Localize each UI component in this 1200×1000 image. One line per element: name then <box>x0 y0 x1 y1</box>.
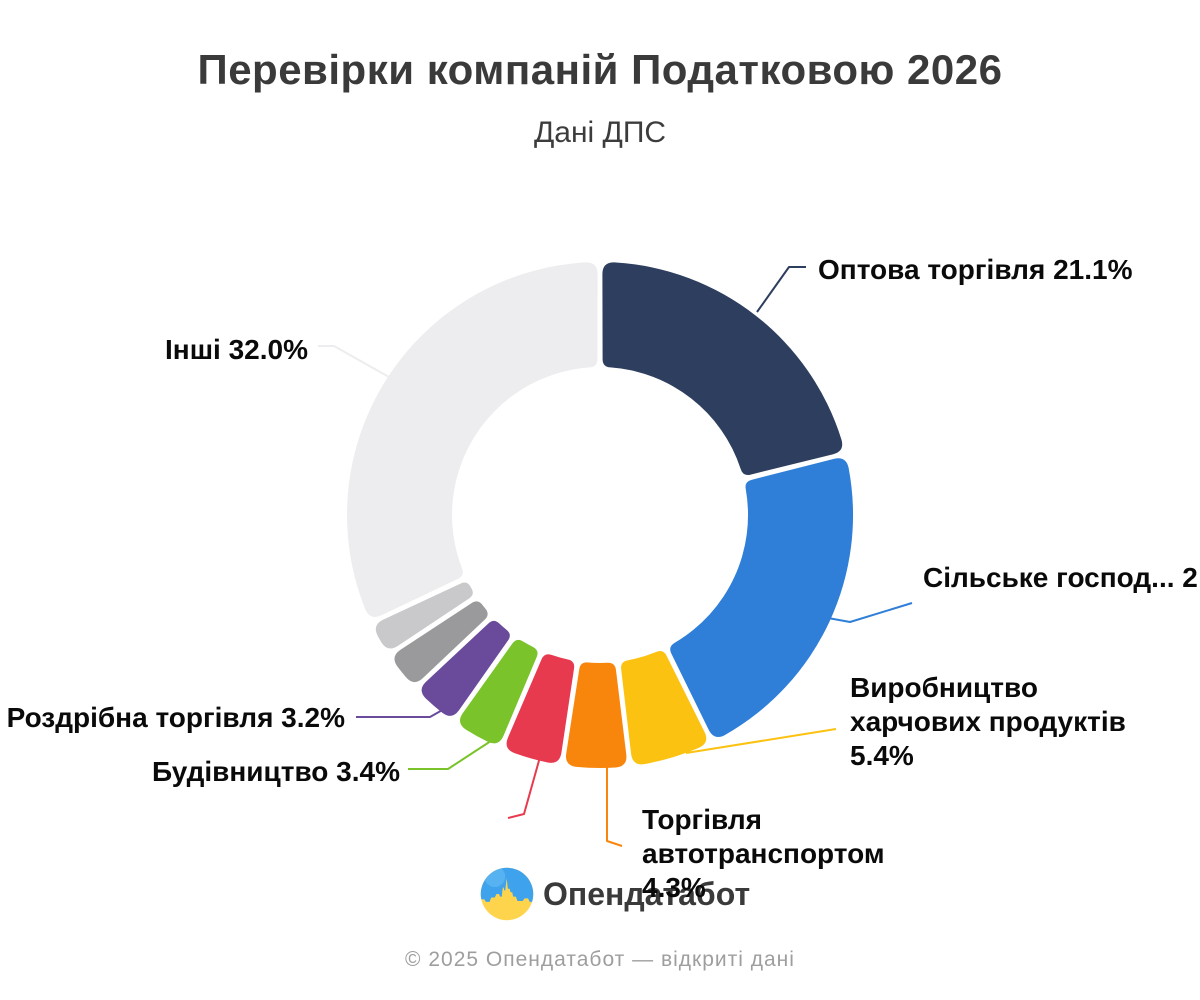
page-title: Перевірки компаній Податковою 2026 <box>197 46 1003 93</box>
leader-line-0 <box>756 266 806 313</box>
slice-label-3: Торгівля автотранспортом 4.3% <box>642 804 885 903</box>
leader-line-4 <box>507 756 541 819</box>
donut-slice-7[interactable] <box>394 601 488 683</box>
copyright-footer: © 2025 Опендатабот — відкриті дані <box>405 948 795 971</box>
donut-slice-8[interactable] <box>375 582 473 649</box>
page-subtitle: Дані ДПС <box>533 116 667 149</box>
donut-slice-1[interactable] <box>670 458 854 738</box>
slice-label-1: Сільське господ... 2 <box>923 562 1198 593</box>
leader-line-3 <box>606 763 623 847</box>
slice-label-2: Виробництво харчових продуктів 5.4% <box>850 672 1126 771</box>
slice-label-0: Оптова торгівля 21.1% <box>818 254 1133 285</box>
donut-slice-4[interactable] <box>506 654 575 763</box>
opendatabot-logo: Опендатабот <box>479 866 750 922</box>
donut-slice-6[interactable] <box>421 620 510 716</box>
leader-line-6 <box>356 699 461 718</box>
leader-line-9 <box>318 345 390 378</box>
leader-line-5 <box>408 736 498 770</box>
slice-label-5: Будівництво 3.4% <box>152 756 400 787</box>
donut-slice-9[interactable] <box>347 262 598 618</box>
slice-label-9: Інші 32.0% <box>165 334 308 365</box>
leader-line-2 <box>685 728 837 754</box>
slice-label-6: Роздрібна торгівля 3.2% <box>6 702 345 733</box>
opendatabot-logo-icon <box>480 867 534 921</box>
donut-slice-5[interactable] <box>459 639 538 744</box>
leader-line-1 <box>827 602 913 623</box>
opendatabot-logo-text: Опендатабот <box>543 875 751 912</box>
donut-slice-2[interactable] <box>621 651 707 765</box>
donut-slice-0[interactable] <box>602 262 843 476</box>
donut-slice-3[interactable] <box>565 662 627 768</box>
